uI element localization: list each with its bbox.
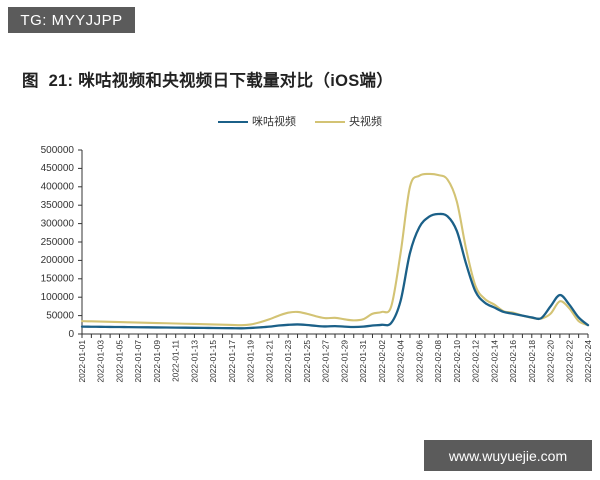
svg-text:2022-01-31: 2022-01-31 xyxy=(358,340,368,383)
svg-text:100000: 100000 xyxy=(41,292,75,303)
svg-text:2022-02-08: 2022-02-08 xyxy=(433,340,443,383)
svg-text:2022-01-15: 2022-01-15 xyxy=(208,340,218,383)
svg-text:2022-01-13: 2022-01-13 xyxy=(189,340,199,383)
svg-text:2022-02-24: 2022-02-24 xyxy=(583,340,593,383)
svg-text:2022-01-11: 2022-01-11 xyxy=(171,340,181,382)
svg-text:450000: 450000 xyxy=(41,163,75,174)
svg-text:2022-01-25: 2022-01-25 xyxy=(302,340,312,383)
svg-text:2022-01-21: 2022-01-21 xyxy=(264,340,274,383)
svg-text:2022-02-10: 2022-02-10 xyxy=(452,340,462,383)
svg-text:200000: 200000 xyxy=(41,255,75,266)
svg-text:2022-01-23: 2022-01-23 xyxy=(283,340,293,383)
svg-text:50000: 50000 xyxy=(46,310,74,321)
svg-text:2022-02-22: 2022-02-22 xyxy=(564,340,574,383)
svg-text:2022-01-19: 2022-01-19 xyxy=(246,340,256,383)
svg-text:2022-02-18: 2022-02-18 xyxy=(527,340,537,383)
svg-text:2022-02-16: 2022-02-16 xyxy=(508,340,518,383)
svg-text:2022-01-07: 2022-01-07 xyxy=(133,340,143,383)
svg-text:250000: 250000 xyxy=(41,237,75,248)
svg-text:150000: 150000 xyxy=(41,274,75,285)
svg-text:2022-02-14: 2022-02-14 xyxy=(489,340,499,383)
svg-text:2022-02-20: 2022-02-20 xyxy=(546,340,556,383)
svg-text:350000: 350000 xyxy=(41,200,75,211)
svg-text:400000: 400000 xyxy=(41,182,75,193)
svg-text:2022-01-17: 2022-01-17 xyxy=(227,340,237,383)
svg-text:2022-02-12: 2022-02-12 xyxy=(471,340,481,383)
svg-text:2022-02-06: 2022-02-06 xyxy=(414,340,424,383)
svg-text:2022-01-27: 2022-01-27 xyxy=(321,340,331,383)
svg-text:2022-01-29: 2022-01-29 xyxy=(339,340,349,383)
svg-text:2022-01-09: 2022-01-09 xyxy=(152,340,162,383)
svg-text:2022-02-02: 2022-02-02 xyxy=(377,340,387,383)
svg-text:0: 0 xyxy=(68,329,74,340)
svg-text:2022-01-03: 2022-01-03 xyxy=(96,340,106,383)
svg-text:2022-01-01: 2022-01-01 xyxy=(77,340,87,383)
svg-text:500000: 500000 xyxy=(41,145,75,156)
svg-text:2022-01-05: 2022-01-05 xyxy=(114,340,124,383)
svg-text:2022-02-04: 2022-02-04 xyxy=(396,340,406,383)
svg-text:300000: 300000 xyxy=(41,218,75,229)
